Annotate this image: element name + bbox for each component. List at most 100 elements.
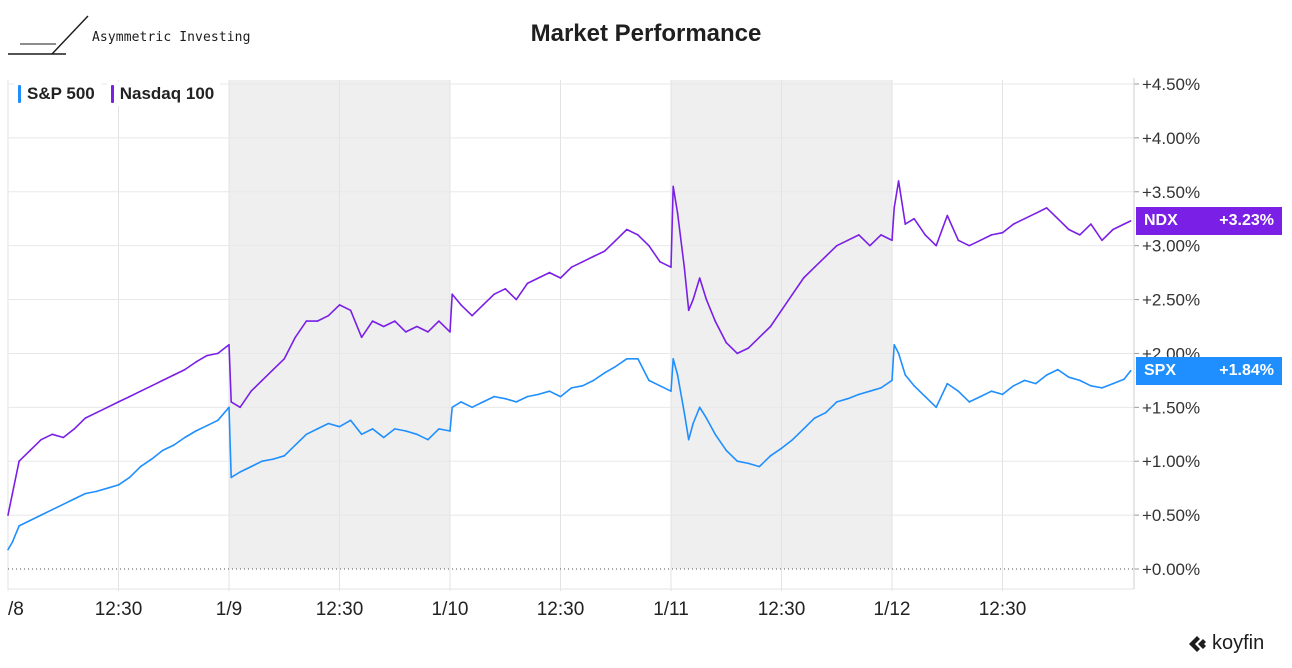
data-point-spx: [648, 379, 650, 382]
data-point-spx: [897, 352, 900, 355]
data-point-spx: [416, 433, 418, 436]
x-tick-label: 12:30: [537, 599, 585, 620]
data-point-ndx: [217, 352, 219, 355]
data-point-ndx: [570, 266, 573, 269]
data-point-ndx: [692, 298, 694, 301]
data-point-ndx: [305, 320, 308, 322]
data-point-ndx: [869, 244, 871, 247]
data-point-spx: [338, 425, 341, 428]
data-point-ndx: [559, 277, 562, 279]
data-point-spx: [230, 476, 233, 479]
x-tick-label: 12:30: [758, 599, 806, 620]
data-point-spx: [1101, 387, 1103, 389]
data-point-spx: [614, 365, 617, 368]
data-point-spx: [769, 455, 772, 457]
data-point-ndx: [858, 234, 860, 236]
data-point-spx: [880, 387, 882, 389]
data-point-spx: [272, 458, 275, 460]
data-point-ndx: [239, 406, 241, 409]
data-point-ndx: [95, 411, 98, 414]
data-point-spx: [548, 390, 551, 392]
data-point-ndx: [294, 336, 297, 339]
data-point-ndx: [195, 361, 197, 363]
chart-title: Market Performance: [530, 20, 762, 47]
data-point-spx: [460, 401, 462, 403]
data-point-spx: [1079, 379, 1081, 382]
data-point-ndx: [460, 304, 462, 306]
data-point-spx: [51, 508, 53, 511]
data-point-ndx: [84, 417, 87, 419]
data-point-ndx: [504, 287, 507, 290]
x-tick-label: 1/9: [216, 599, 242, 620]
data-point-ndx: [824, 255, 827, 258]
data-point-spx: [261, 460, 263, 463]
data-point-spx: [780, 447, 783, 450]
data-point-spx: [184, 436, 186, 439]
data-point-spx: [791, 438, 794, 441]
data-point-spx: [217, 419, 219, 422]
data-point-ndx: [705, 298, 708, 301]
data-point-spx: [504, 397, 507, 400]
data-point-spx: [40, 514, 42, 516]
data-point-spx: [559, 395, 562, 398]
x-tick-label: 1/11: [653, 599, 689, 620]
data-point-ndx: [327, 314, 330, 317]
data-point-spx: [95, 490, 98, 493]
series-line-spx: [7, 344, 1132, 551]
data-point-spx: [150, 458, 153, 460]
data-point-ndx: [228, 344, 230, 346]
data-point-spx: [603, 372, 606, 374]
data-point-spx: [316, 428, 319, 430]
data-point-spx: [570, 387, 573, 389]
data-point-spx: [161, 449, 164, 452]
data-point-ndx: [725, 341, 728, 344]
legend-item-spx[interactable]: S&P 500: [14, 82, 101, 106]
data-point-ndx: [537, 277, 540, 279]
data-point-ndx: [835, 244, 838, 247]
data-point-spx: [904, 374, 907, 376]
tag-ticker-ndx: NDX: [1144, 211, 1178, 229]
data-point-spx: [73, 498, 76, 500]
data-point-spx: [7, 548, 9, 551]
data-point-spx: [891, 379, 893, 382]
data-point-ndx: [683, 266, 686, 269]
legend-item-ndx[interactable]: Nasdaq 100: [106, 82, 221, 106]
data-point-spx: [626, 358, 628, 360]
last-value-tag-spx: SPX +1.84%: [1136, 356, 1282, 385]
data-point-ndx: [891, 239, 893, 242]
data-point-spx: [736, 460, 739, 463]
data-point-ndx: [758, 336, 761, 339]
data-point-spx: [382, 436, 385, 439]
data-point-spx: [1023, 379, 1026, 382]
data-point-ndx: [1045, 207, 1048, 209]
data-point-ndx: [117, 401, 120, 403]
data-point-ndx: [581, 261, 584, 263]
data-point-spx: [371, 428, 374, 430]
data-point-spx: [117, 484, 120, 486]
data-point-spx: [451, 406, 454, 409]
data-point-spx: [1123, 378, 1125, 381]
data-point-ndx: [603, 250, 606, 252]
data-point-spx: [294, 444, 297, 446]
data-point-spx: [813, 417, 816, 419]
data-point-spx: [493, 395, 496, 398]
data-point-ndx: [172, 374, 175, 376]
data-point-ndx: [698, 277, 701, 279]
y-tick-label: +1.50%: [1142, 398, 1200, 417]
data-point-ndx: [893, 207, 896, 209]
data-point-spx: [979, 395, 982, 398]
data-point-spx: [128, 476, 131, 479]
data-point-spx: [1056, 368, 1059, 371]
data-point-spx: [471, 406, 473, 409]
data-point-spx: [957, 390, 960, 392]
x-tick-label: 12:30: [95, 599, 143, 620]
legend-swatch-spx: [18, 85, 21, 103]
data-point-spx: [1129, 369, 1132, 372]
x-tick-label: 12:30: [316, 599, 364, 620]
data-point-spx: [172, 444, 175, 446]
data-point-spx: [438, 428, 440, 430]
x-tick-label: /8: [8, 599, 24, 620]
data-point-spx: [592, 379, 595, 382]
legend: S&P 500 Nasdaq 100: [14, 82, 221, 106]
data-point-ndx: [676, 212, 679, 215]
